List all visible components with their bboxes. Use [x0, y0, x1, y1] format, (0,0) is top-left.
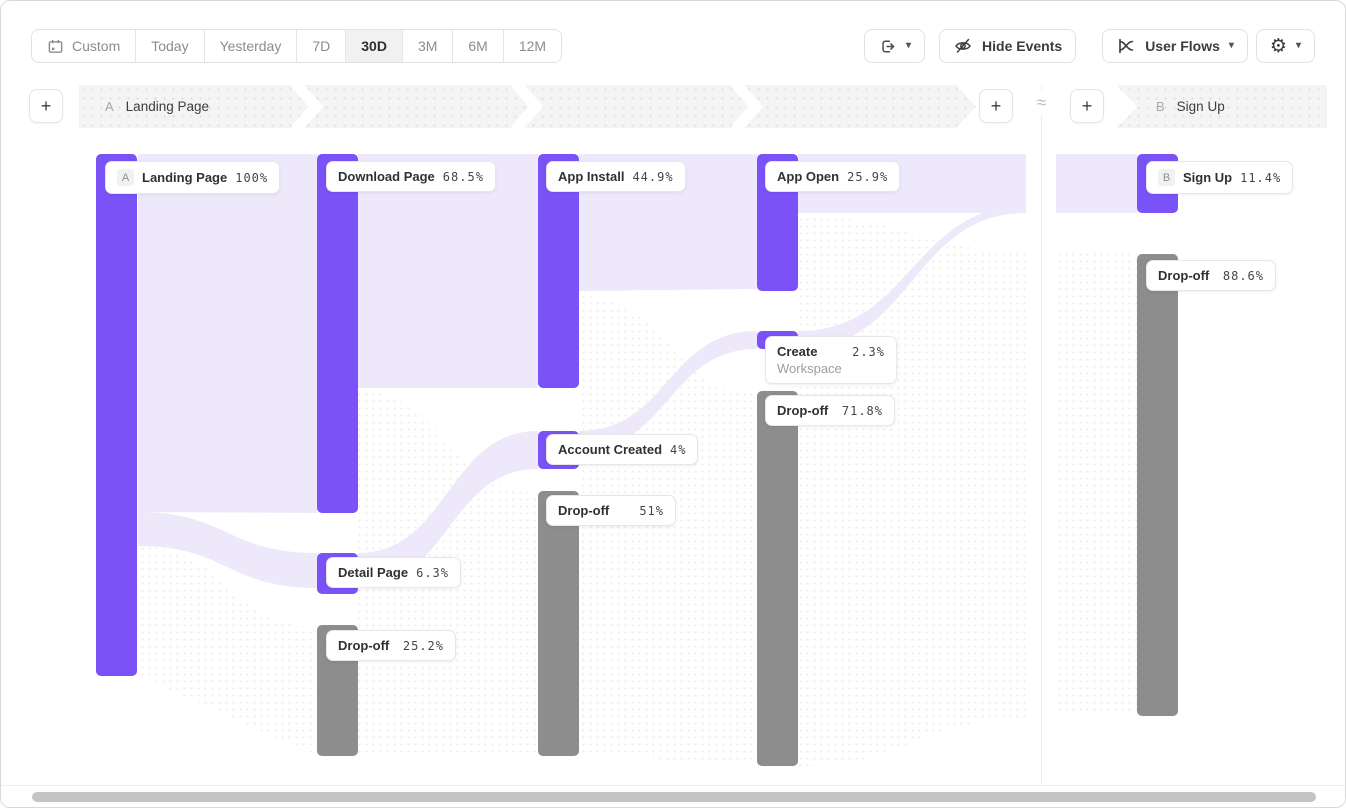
chart-footer: [1, 785, 1345, 807]
flow-createws-to-signup: [798, 206, 1026, 349]
calendar-icon: [48, 39, 63, 53]
section-b-band[interactable]: B Sign Up: [1116, 85, 1327, 128]
add-step-before-button[interactable]: +: [29, 89, 63, 123]
section-a-title: A Landing Page: [105, 99, 209, 114]
export-icon: [882, 40, 895, 52]
node-card-dropoff-step2[interactable]: Drop-off 25.2%: [326, 630, 456, 661]
export-button[interactable]: ▾: [864, 29, 926, 63]
bar-app-install[interactable]: [538, 154, 579, 388]
sankey-canvas: A Landing Page 100% Download Page 68.5% …: [1, 128, 1345, 787]
range-today[interactable]: Today: [136, 30, 205, 62]
section-letter: A: [105, 99, 114, 114]
chevron-separator-icon: [512, 85, 544, 128]
section-letter: B: [1156, 99, 1165, 114]
flow-account-to-createws: [579, 331, 757, 451]
node-card-landing-page[interactable]: A Landing Page 100%: [105, 161, 281, 194]
flow-detail-to-account: [358, 431, 538, 588]
flow-step-header: + A Landing Page + + B Sign Up: [1, 85, 1345, 128]
range-30d-selected[interactable]: 30D: [346, 30, 403, 62]
node-card-app-open[interactable]: App Open 25.9%: [765, 161, 901, 192]
toolbar-right: ▾ Hide Events User Flows ▾: [864, 29, 1315, 63]
node-letter-badge: A: [117, 169, 134, 186]
node-card-sign-up[interactable]: B Sign Up 11.4%: [1146, 161, 1294, 194]
chevron-separator-icon: [292, 85, 324, 128]
flow-appopen-to-dropoff-b: [1056, 249, 1137, 716]
node-card-app-install[interactable]: App Install 44.9%: [546, 161, 686, 192]
node-card-dropoff-signup[interactable]: Drop-off 88.6%: [1146, 260, 1276, 291]
node-card-dropoff-step4[interactable]: Drop-off 71.8%: [765, 395, 895, 426]
flow-appopen-to-dropoff-a: [798, 216, 1026, 766]
range-custom[interactable]: Custom: [32, 30, 137, 62]
bar-dropoff-step4[interactable]: [757, 391, 798, 766]
add-step-end-a-button[interactable]: +: [979, 89, 1013, 123]
section-divider-line: [1041, 85, 1042, 786]
bar-dropoff-signup[interactable]: [1137, 254, 1178, 716]
toolbar: Custom Today Yesterday 7D 30D 3M 6M 12M …: [1, 1, 1345, 85]
range-label: Custom: [72, 38, 121, 54]
flow-appopen-to-signup-b: [1056, 154, 1137, 213]
flow-landing-to-download: [138, 154, 317, 513]
bar-landing-page[interactable]: [96, 154, 137, 676]
caret-down-icon: ▾: [1295, 40, 1301, 51]
range-6m[interactable]: 6M: [453, 30, 504, 62]
node-card-create-workspace[interactable]: Create 2.3% Workspace: [765, 336, 897, 384]
flow-landing-to-detail: [138, 512, 317, 588]
bar-download-page[interactable]: [317, 154, 358, 513]
range-3m[interactable]: 3M: [402, 30, 454, 62]
bar-dropoff-step3[interactable]: [538, 491, 579, 756]
approx-join-symbol: ≈: [1028, 91, 1055, 115]
chevron-separator-icon: [732, 85, 764, 128]
range-yesterday[interactable]: Yesterday: [204, 30, 298, 62]
eye-off-icon: [955, 38, 971, 53]
section-label: Landing Page: [125, 99, 209, 114]
hide-events-button[interactable]: Hide Events: [939, 29, 1077, 63]
user-flows-button[interactable]: User Flows ▾: [1102, 29, 1248, 63]
flow-landing-to-dropoff: [138, 546, 317, 756]
node-card-detail-page[interactable]: Detail Page 6.3%: [326, 557, 461, 588]
horizontal-scrollbar[interactable]: [32, 792, 1316, 802]
settings-button[interactable]: ⚙ ▾: [1255, 29, 1315, 63]
user-flows-label: User Flows: [1145, 38, 1220, 54]
flows-chart-icon: [1119, 38, 1134, 54]
add-step-before-b-button[interactable]: +: [1070, 89, 1104, 123]
node-card-account-created[interactable]: Account Created 4%: [546, 434, 699, 465]
section-label: Sign Up: [1176, 99, 1225, 114]
gear-icon: ⚙: [1269, 34, 1287, 57]
caret-down-icon: ▾: [1228, 40, 1234, 51]
flow-download-to-appinstall: [358, 154, 538, 388]
node-card-download-page[interactable]: Download Page 68.5%: [326, 161, 496, 192]
node-card-dropoff-step3[interactable]: Drop-off 51%: [546, 495, 676, 526]
section-b-title: B Sign Up: [1156, 99, 1225, 114]
node-letter-badge: B: [1158, 169, 1175, 186]
flow-appinstall-to-dropoff: [579, 296, 757, 764]
date-range-group: Custom Today Yesterday 7D 30D 3M 6M 12M: [31, 29, 563, 63]
hide-events-label: Hide Events: [982, 38, 1063, 54]
caret-down-icon: ▾: [906, 40, 912, 51]
range-12m[interactable]: 12M: [503, 30, 562, 62]
range-7d[interactable]: 7D: [297, 30, 347, 62]
